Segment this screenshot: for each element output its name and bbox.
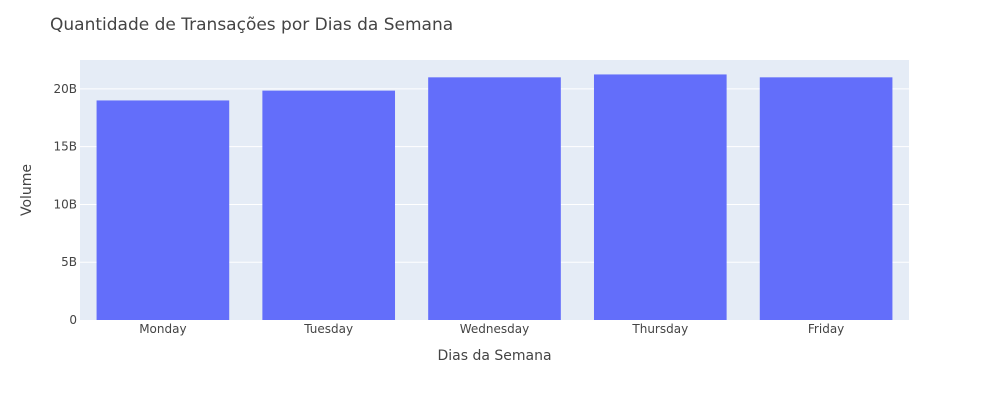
x-axis-ticks: Monday Tuesday Wednesday Thursday Friday <box>139 322 844 336</box>
y-axis-title: Volume <box>19 164 35 216</box>
x-tick-label: Wednesday <box>460 322 529 336</box>
bar-wednesday[interactable] <box>428 77 561 320</box>
bar-tuesday[interactable] <box>262 90 396 320</box>
y-tick-label: 0 <box>69 313 77 327</box>
y-tick-label: 15B <box>53 140 77 154</box>
chart-title: Quantidade de Transações por Dias da Sem… <box>50 15 453 35</box>
bars <box>96 74 893 320</box>
bar-thursday[interactable] <box>593 74 727 320</box>
bar-friday[interactable] <box>759 77 893 320</box>
x-axis-title: Dias da Semana <box>437 348 551 364</box>
x-tick-label: Friday <box>808 322 844 336</box>
x-tick-label: Monday <box>139 322 186 336</box>
x-tick-label: Tuesday <box>303 322 353 336</box>
x-tick-label: Thursday <box>631 322 688 336</box>
bar-monday[interactable] <box>96 100 230 320</box>
y-tick-label: 20B <box>53 82 77 96</box>
y-axis-ticks: 0 5B 10B 15B 20B <box>53 82 77 327</box>
y-tick-label: 5B <box>61 255 77 269</box>
y-tick-label: 10B <box>53 197 77 211</box>
